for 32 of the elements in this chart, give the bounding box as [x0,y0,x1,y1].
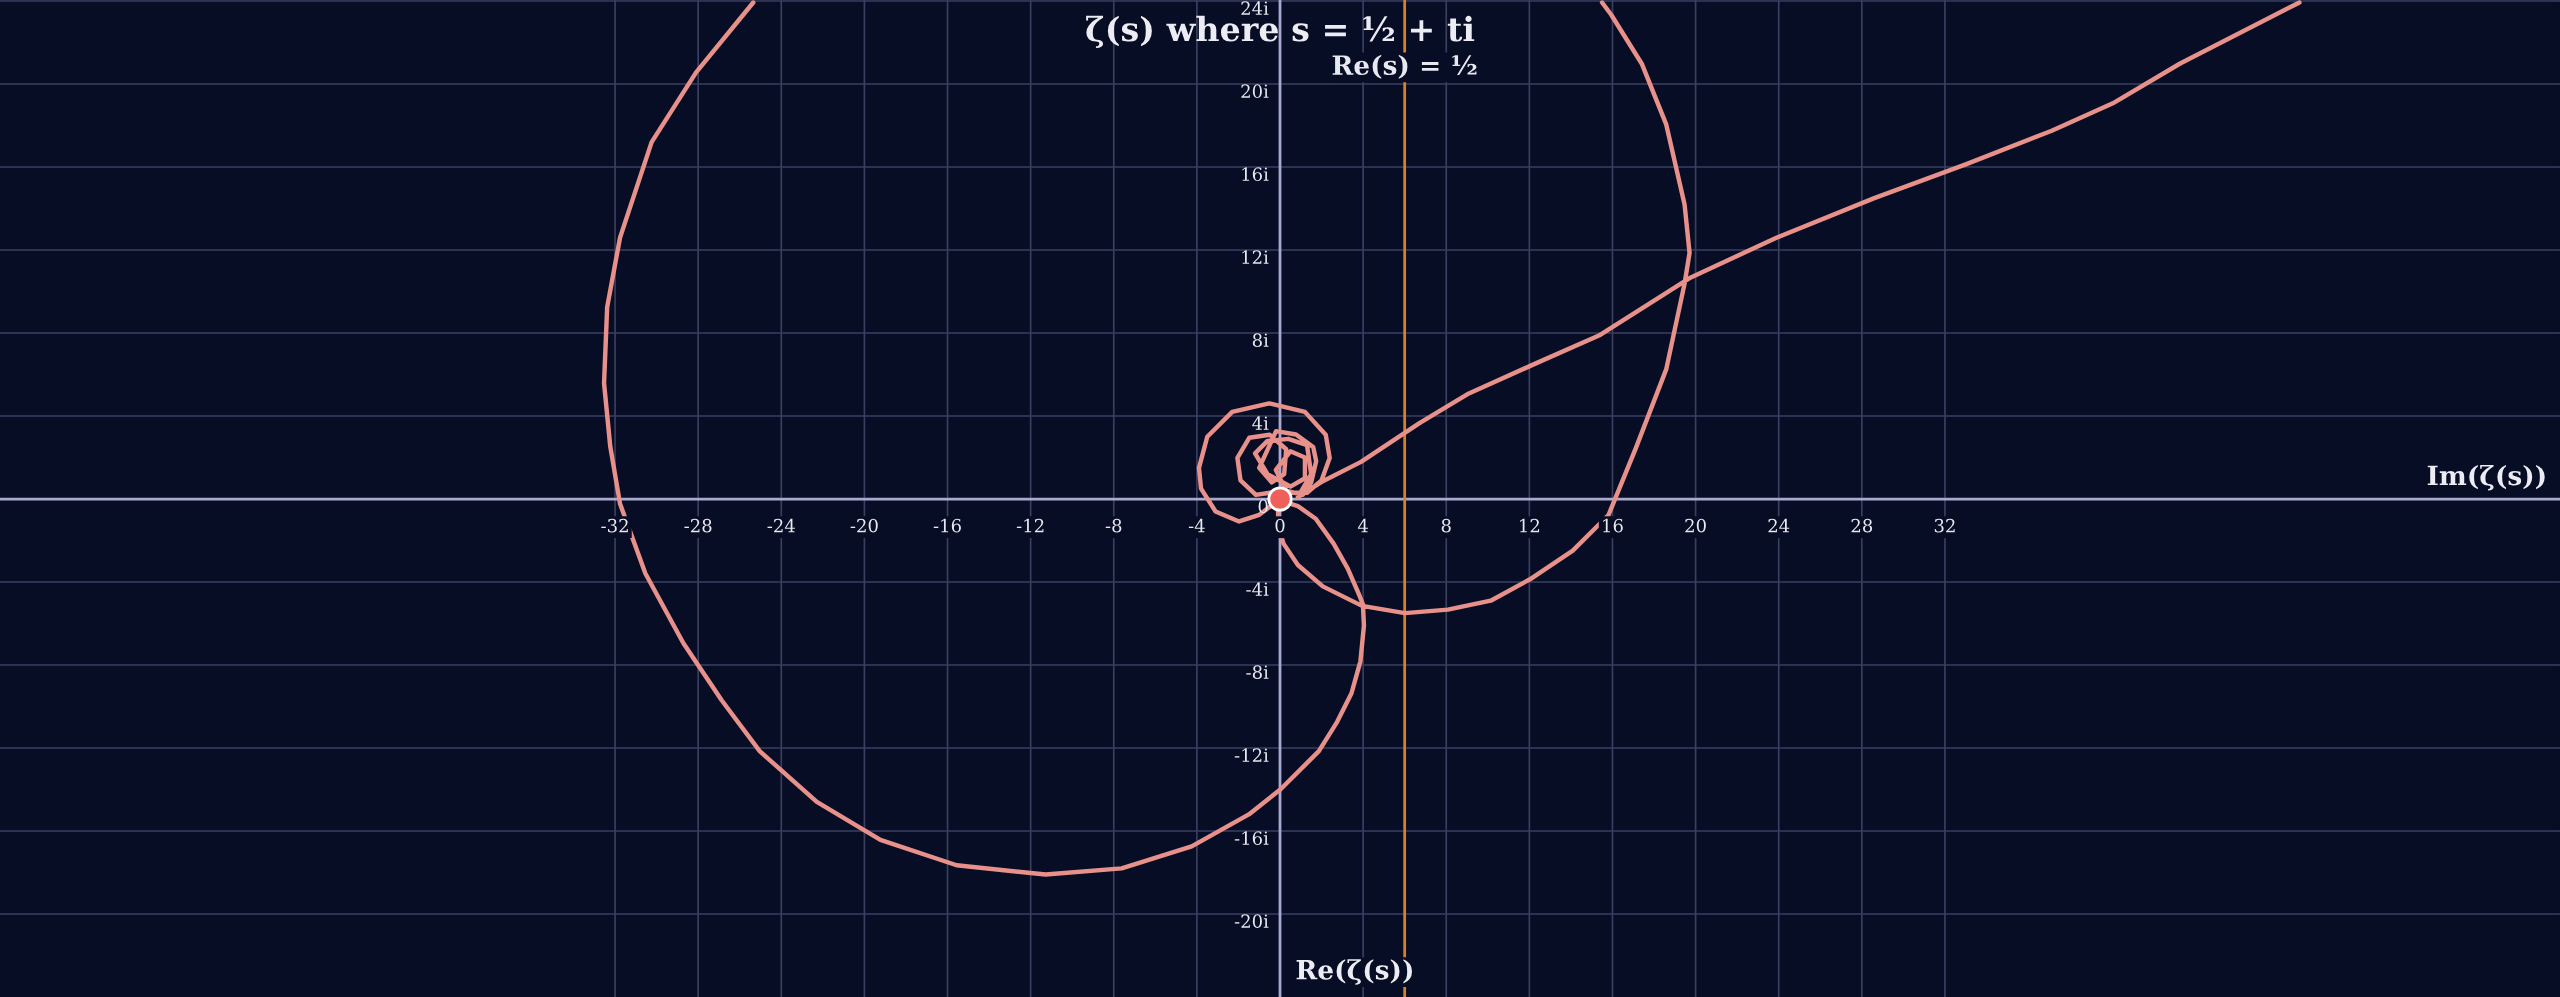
x-tick-label: -16 [933,518,961,533]
x-tick-label: -12 [1016,518,1044,533]
x-tick-label: 12 [1520,518,1540,533]
y-tick-label: -12i [1234,748,1269,762]
y-tick-label: 16i [1242,167,1269,182]
y-tick-label: -20i [1234,914,1269,928]
x-tick-label: 20 [1685,518,1706,533]
y-axis-title: Re(ζ(s)) [1296,959,1412,985]
ref-line-label: Re(s) = ½ [1332,54,1477,79]
x-tick-label: -28 [684,518,712,533]
x-axis-title: Im(ζ(s)) [2427,464,2545,491]
y-tick-label: 20i [1241,84,1269,99]
y-tick-label: 8i [1252,333,1269,347]
x-tick-label: -4 [1188,518,1205,533]
chart-title: ζ(s) where s = ½ + ti [1086,15,1475,49]
y-tick-label: 4i [1252,416,1269,430]
y-tick-label: 24i [1241,1,1269,15]
y-tick-label: 12i [1242,250,1269,264]
x-tick-label: 32 [1934,518,1955,533]
x-tick-label: 28 [1851,518,1873,533]
x-tick-label: -24 [767,518,795,533]
y-tick-label: -8i [1246,665,1269,679]
y-tick-label: -4i [1246,582,1269,596]
x-tick-label: 4 [1357,518,1368,533]
x-tick-label: 16 [1603,518,1623,533]
x-tick-label: 8 [1441,518,1451,533]
y-tick-label: -16i [1234,831,1269,845]
x-tick-label: -20 [850,518,878,533]
x-tick-label: 24 [1768,518,1790,533]
x-tick-label: -32 [601,518,628,533]
y-tick-label: 0 [1258,499,1268,513]
x-tick-label: -8 [1105,518,1122,533]
